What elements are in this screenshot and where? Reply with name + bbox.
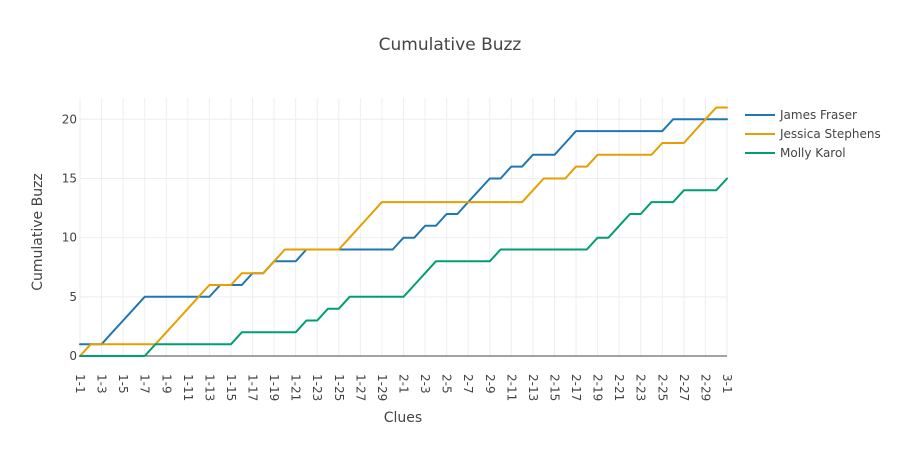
- x-tick-label: 1-13: [202, 374, 216, 401]
- x-tick-label: 2-13: [526, 374, 540, 401]
- x-tick-label: 2-1: [397, 374, 411, 394]
- x-tick-label: 1-1: [73, 374, 87, 394]
- series-line-james-fraser: [79, 118, 728, 346]
- x-tick-label: 2-25: [655, 374, 669, 401]
- y-tick-label: 20: [62, 112, 77, 126]
- x-tick-label: 1-15: [224, 374, 238, 401]
- x-tick-label: 1-7: [138, 374, 152, 394]
- x-tick-label: 2-19: [591, 374, 605, 401]
- y-axis-title: Cumulative Buzz: [30, 173, 46, 291]
- x-tick-label: 1-25: [332, 374, 346, 401]
- legend-label: Jessica Stephens: [779, 127, 881, 141]
- x-tick-label: 1-17: [246, 374, 260, 401]
- chart-title: Cumulative Buzz: [379, 35, 522, 55]
- x-tick-label: 1-29: [375, 374, 389, 401]
- x-tick-label: 2-29: [698, 374, 712, 401]
- series-lines: [79, 106, 728, 357]
- y-tick-label: 10: [62, 231, 77, 245]
- x-tick-label: 1-9: [159, 374, 173, 394]
- x-tick-label: 2-9: [483, 374, 497, 394]
- x-tick-label: 1-23: [310, 374, 324, 401]
- x-tick-label: 2-23: [634, 374, 648, 401]
- x-tick-label: 2-17: [569, 374, 583, 401]
- legend: James Fraser Jessica Stephens Molly Karol: [745, 108, 881, 160]
- x-tick-label: 2-15: [547, 374, 561, 401]
- x-tick-label: 1-5: [116, 374, 130, 394]
- x-tick-label: 1-21: [289, 374, 303, 401]
- x-tick-label: 1-19: [267, 374, 281, 401]
- x-tick-label: 2-21: [612, 374, 626, 401]
- x-tick-label: 2-5: [440, 374, 454, 394]
- x-tick-label: 2-7: [461, 374, 475, 394]
- series-line-molly-karol: [79, 177, 728, 357]
- grid: [79, 98, 728, 357]
- y-tick-label: 15: [62, 171, 77, 185]
- y-tick-label: 0: [69, 349, 77, 363]
- x-tick-label: 1-11: [181, 374, 195, 401]
- x-tick-label: 2-27: [677, 374, 691, 401]
- y-axis-ticks: 0 5 10 15 20: [62, 112, 77, 363]
- x-tick-label: 2-11: [504, 374, 518, 401]
- y-tick-label: 5: [69, 290, 77, 304]
- x-tick-label: 1-27: [353, 374, 367, 401]
- legend-label: Molly Karol: [780, 146, 846, 160]
- series-line-jessica-stephens: [79, 106, 728, 357]
- x-axis-title: Clues: [384, 410, 422, 426]
- x-axis-ticks: 1-1 1-3 1-5 1-7 1-9 1-11 1-13 1-15 1-17 1-19 1-21 1…: [73, 374, 734, 401]
- x-tick-label: 2-3: [418, 374, 432, 394]
- x-tick-label: 3-1: [720, 374, 734, 394]
- legend-label: James Fraser: [779, 108, 857, 122]
- x-tick-label: 1-3: [95, 374, 109, 394]
